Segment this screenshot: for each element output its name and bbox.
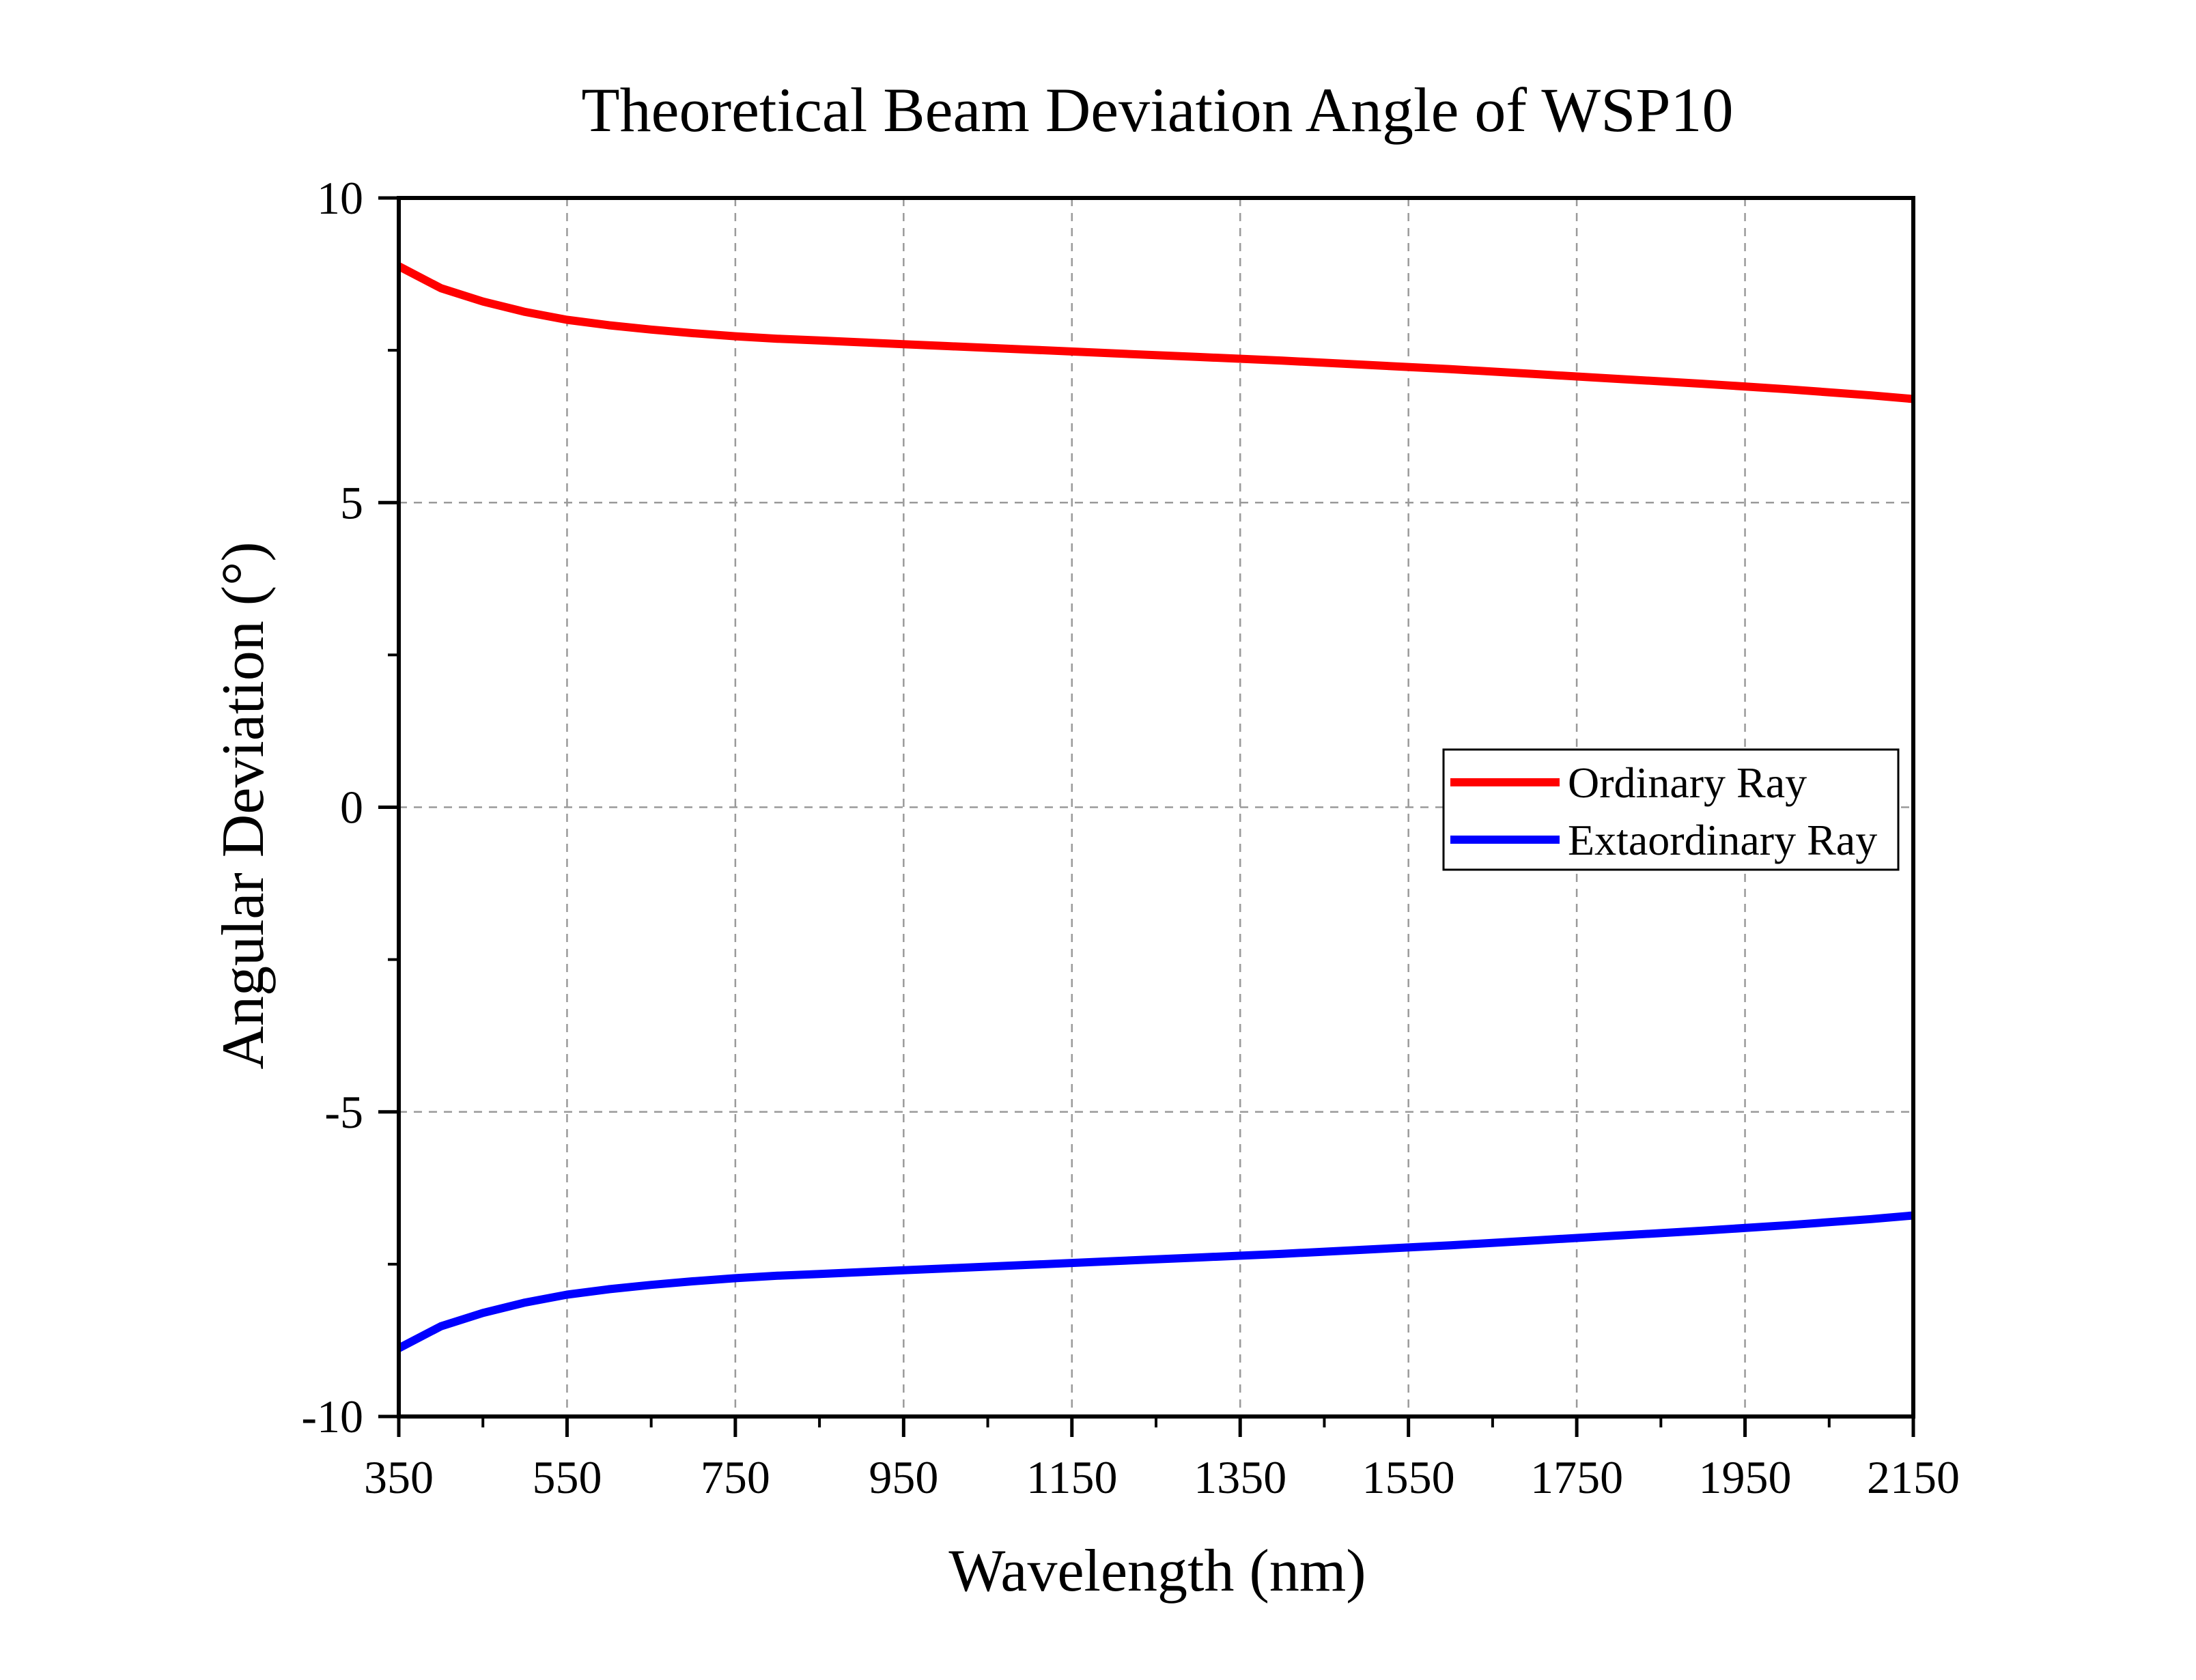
x-tick-label: 1750 xyxy=(1530,1451,1623,1503)
legend: Ordinary Ray Extaordinary Ray xyxy=(1442,748,1900,871)
x-tick-label: 2150 xyxy=(1867,1451,1960,1503)
y-tick-label: 10 xyxy=(317,172,363,224)
x-tick-label: 950 xyxy=(869,1451,938,1503)
x-tick-label: 750 xyxy=(701,1451,770,1503)
y-tick-label: 0 xyxy=(340,782,363,834)
x-axis-title: Wavelength (nm) xyxy=(948,1538,1366,1604)
x-tick-label: 1150 xyxy=(1026,1451,1117,1503)
series-line xyxy=(397,262,1914,403)
series-lines xyxy=(397,262,1914,1352)
y-axis-title: Angular Deviation (°) xyxy=(210,541,277,1069)
chart-title: Theoretical Beam Deviation Angle of WSP1… xyxy=(581,75,1733,145)
y-tick-label: 5 xyxy=(340,476,363,528)
grid-lines xyxy=(399,198,1913,1416)
y-tick-label: -10 xyxy=(301,1391,363,1442)
x-tick-label: 550 xyxy=(532,1451,602,1503)
legend-label: Ordinary Ray xyxy=(1568,758,1807,807)
x-tick-label: 1350 xyxy=(1194,1451,1286,1503)
x-tick-label: 1950 xyxy=(1699,1451,1792,1503)
legend-label: Extaordinary Ray xyxy=(1568,816,1877,864)
series-line xyxy=(397,1211,1914,1352)
x-tick-label: 1550 xyxy=(1362,1451,1455,1503)
y-tick-label: -5 xyxy=(324,1086,363,1138)
legend-box xyxy=(1442,748,1900,871)
axis-ticks: 350 550 750 950 1150 1350 1550 1750 1950 2150 -10 -… xyxy=(301,172,1960,1503)
x-tick-label: 350 xyxy=(364,1451,434,1503)
